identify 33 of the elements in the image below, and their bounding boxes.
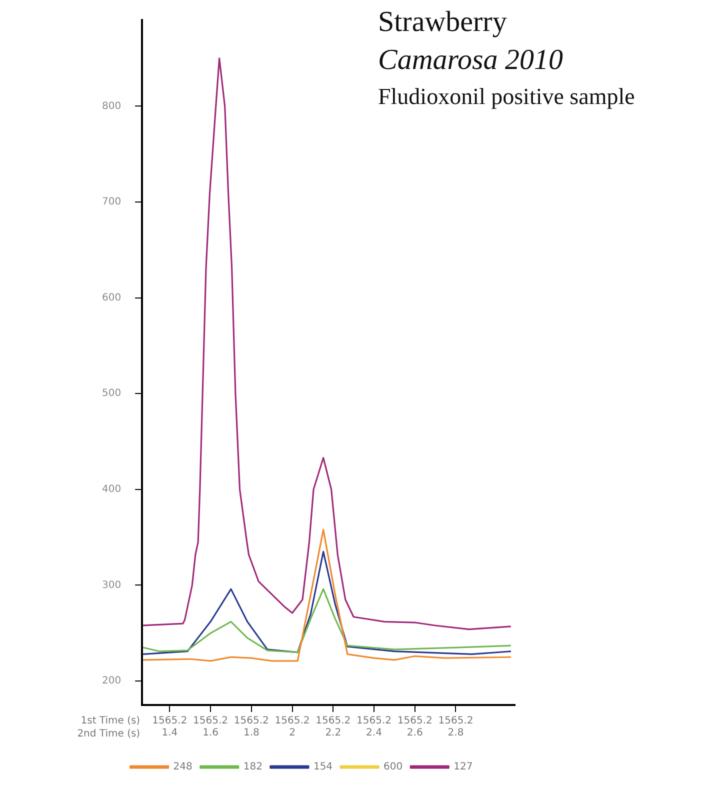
text: 1565.2 (193, 716, 228, 727)
x-tick-label: 2.4 (366, 728, 382, 739)
y-tick-label: 300 (102, 580, 122, 591)
legend-label: 154 (313, 762, 333, 773)
legend-label: 248 (173, 762, 192, 773)
legend-label: 600 (384, 762, 403, 773)
y-tick-label: 400 (102, 484, 122, 496)
legend-label: 127 (454, 762, 473, 773)
text: 1565.2 (438, 716, 474, 727)
text: 1565.2 (397, 716, 432, 727)
text: 1565.2 (316, 716, 351, 727)
text: 1st Time (s) (80, 716, 140, 727)
y-tick-label: 500 (102, 388, 122, 400)
x-tick-label: 1.8 (243, 728, 260, 739)
chart-title: Strawberry (378, 6, 507, 39)
text: Camarosa 2010 (378, 44, 564, 77)
text: 1565.2 (234, 716, 269, 727)
x-tick-label: 2.2 (325, 728, 342, 739)
x-tick-label: 1.6 (202, 728, 218, 739)
text: 1565.2 (152, 716, 188, 727)
x-tick-label: 1.4 (162, 728, 178, 739)
x-tick-label: 2.8 (448, 728, 464, 739)
text: 1565.2 (356, 716, 392, 727)
x-axis-title: 2nd Time (s) (77, 728, 140, 740)
x-tick-label: 2.6 (406, 728, 423, 739)
y-tick-label: 200 (102, 676, 122, 687)
annotation: Fludioxonil positive sample (378, 84, 635, 110)
x-tick-label: 2 (289, 728, 296, 739)
y-tick-label: 800 (102, 100, 122, 112)
text: 1565.2 (274, 716, 310, 727)
legend-label: 182 (243, 762, 262, 773)
y-tick-label: 700 (102, 196, 122, 208)
y-tick-label: 600 (102, 292, 122, 304)
